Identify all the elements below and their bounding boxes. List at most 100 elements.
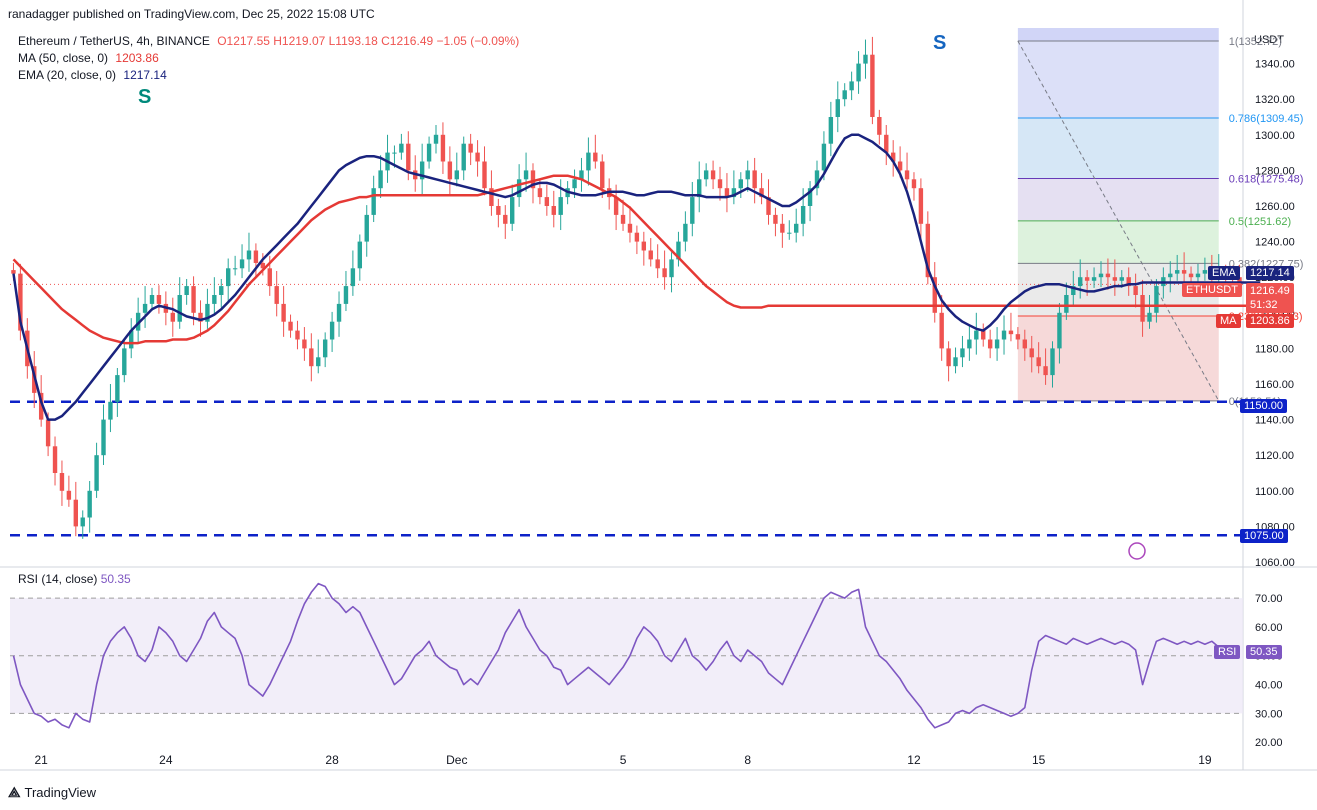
ema-legend-label[interactable]: EMA (20, close, 0): [18, 68, 117, 82]
candle-body: [655, 259, 660, 269]
candle-body: [530, 170, 536, 189]
candle-body: [419, 161, 425, 180]
candle-body: [52, 446, 58, 473]
candle-body: [710, 170, 716, 180]
symbol-name[interactable]: Ethereum / TetherUS, 4h, BINANCE: [18, 34, 210, 48]
candle-body: [156, 295, 162, 304]
candle-body: [703, 170, 709, 180]
fib-level-label: 0.618(1275.48): [1229, 173, 1304, 185]
candle-body: [967, 339, 972, 349]
candle-body: [309, 348, 314, 367]
candle-body: [911, 179, 917, 189]
candle-body: [690, 197, 695, 224]
candle-body: [884, 134, 889, 153]
ema-tag-label: EMA: [1208, 266, 1240, 280]
fib-level-label: 0.786(1309.45): [1229, 113, 1304, 125]
candle-body: [724, 188, 730, 198]
candle-body: [212, 295, 217, 304]
ma-legend-value: 1203.86: [115, 51, 159, 65]
candle-body: [870, 54, 875, 117]
candle-body: [18, 273, 23, 331]
candle-body: [461, 143, 466, 171]
candle-body: [814, 170, 820, 189]
candle-body: [613, 197, 619, 215]
candle-body: [1036, 357, 1041, 367]
ma-legend: MA (50, close, 0) 1203.86: [18, 51, 163, 65]
bar-countdown: 51:32: [1250, 299, 1278, 311]
tradingview-logo-icon[interactable]: ⟁: [8, 784, 21, 800]
candle-body: [1098, 273, 1104, 278]
candle-body: [38, 392, 44, 420]
rsi-tag-value: 50.35: [1246, 645, 1282, 659]
candle-body: [1015, 334, 1021, 340]
candle-body: [1119, 277, 1124, 281]
candle-body: [496, 206, 501, 215]
candle-body: [122, 348, 127, 376]
ma-tag-label: MA: [1216, 314, 1241, 328]
candle-body: [835, 99, 840, 117]
fib-zone: [1017, 117, 1219, 179]
rsi-legend-label[interactable]: RSI (14, close): [18, 572, 98, 586]
candle-body: [593, 152, 598, 162]
price-tick-label: 1340.00: [1255, 59, 1295, 71]
candle-body: [364, 214, 369, 242]
ma-legend-label[interactable]: MA (50, close, 0): [18, 51, 109, 65]
fib-zone: [1017, 220, 1219, 264]
candle-body: [170, 312, 175, 322]
candle-body: [1105, 273, 1111, 278]
candle-body: [232, 268, 238, 270]
candle-body: [974, 330, 979, 340]
candle-body: [683, 223, 688, 242]
candle-body: [620, 214, 626, 224]
candle-body: [482, 161, 487, 189]
candle-body: [239, 259, 245, 269]
candle-body: [558, 197, 563, 215]
time-tick-label: Dec: [446, 753, 467, 767]
brand-name[interactable]: TradingView: [24, 785, 97, 800]
candle-body: [745, 170, 750, 180]
candle-body: [371, 188, 376, 215]
candle-body: [1168, 273, 1173, 278]
candle-body: [697, 179, 702, 198]
candle-body: [1084, 277, 1090, 281]
candle-body: [87, 490, 92, 518]
candle-body: [1133, 286, 1138, 295]
candle-body: [1091, 277, 1097, 281]
time-tick-label: 24: [159, 753, 173, 767]
candle-body: [981, 330, 986, 340]
candle-body: [1022, 339, 1028, 349]
rsi-tick-label: 20.00: [1255, 737, 1283, 749]
candle-body: [399, 143, 404, 153]
candle-body: [925, 223, 931, 278]
rsi-tick-label: 40.00: [1255, 680, 1283, 692]
price-tick-label: 1300.00: [1255, 130, 1295, 142]
price-tick-label: 1280.00: [1255, 165, 1295, 177]
candle-body: [932, 277, 937, 313]
candle-body: [253, 250, 259, 263]
candle-body: [918, 188, 924, 224]
price-tick-label: 1240.00: [1255, 237, 1295, 249]
price-tag: 1216.49 51:32: [1246, 283, 1294, 313]
candle-body: [489, 188, 494, 206]
candle-body: [904, 170, 910, 180]
time-tick-label: 15: [1032, 753, 1046, 767]
candle-body: [274, 286, 279, 304]
rsi-legend: RSI (14, close) 50.35: [18, 572, 131, 586]
candle-body: [440, 134, 446, 162]
ma-line: [12, 174, 1247, 345]
support-1075-tag: 1075.00: [1240, 529, 1288, 543]
candle-body: [426, 143, 432, 162]
candle-body: [1043, 366, 1048, 376]
candle-body: [350, 268, 356, 287]
fib-trend-line: [1017, 40, 1220, 402]
price-tick-label: 1100.00: [1255, 486, 1294, 498]
rsi-tick-label: 70.00: [1255, 593, 1283, 605]
candle-body: [662, 268, 667, 278]
candle-body: [1181, 270, 1187, 274]
footer: ⟁ TradingView: [8, 784, 96, 801]
candle-body: [66, 490, 72, 500]
candle-body: [191, 286, 196, 313]
candle-body: [780, 223, 785, 233]
price-tick-label: 1260.00: [1255, 201, 1295, 213]
